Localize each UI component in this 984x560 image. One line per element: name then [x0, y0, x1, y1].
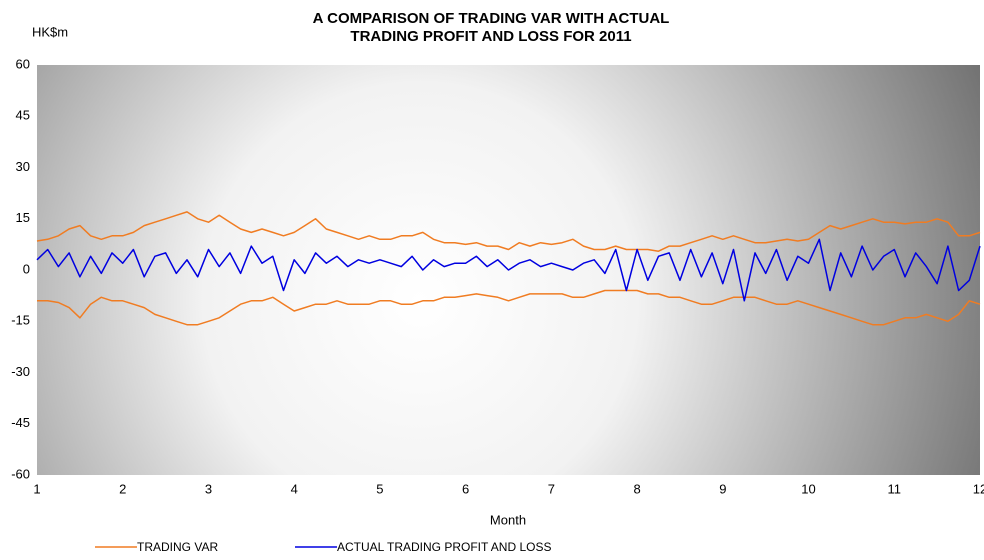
x-tick-label: 4	[291, 481, 298, 496]
y-tick-label: 30	[16, 159, 30, 174]
series-line	[37, 289, 981, 326]
legend-label: TRADING VAR	[137, 540, 218, 554]
x-tick-label: 5	[376, 481, 383, 496]
x-tick-label: 7	[548, 481, 555, 496]
x-tick-label: 2	[119, 481, 126, 496]
y-tick-label: -15	[11, 313, 30, 328]
chart-title: A COMPARISON OF TRADING VAR WITH ACTUAL …	[312, 10, 670, 45]
x-tick-label: 1	[33, 481, 40, 496]
y-tick-label: 45	[16, 108, 30, 123]
y-tick-label: -45	[11, 415, 30, 430]
x-tick-label: 3	[205, 481, 212, 496]
y-tick-label: 0	[23, 261, 30, 276]
x-tick-label: 6	[462, 481, 469, 496]
x-tick-label: 11	[888, 481, 902, 496]
y-axis-label: HK$m	[32, 24, 68, 39]
x-tick-label: 10	[801, 481, 815, 496]
x-tick-label: 12	[973, 481, 984, 496]
legend-label: ACTUAL TRADING PROFIT AND LOSS	[337, 540, 552, 554]
series-line	[36, 238, 981, 302]
y-tick-label: 15	[16, 210, 30, 225]
y-tick-label: -60	[11, 466, 30, 481]
x-tick-label: 8	[633, 481, 640, 496]
x-axis-label: Month	[490, 512, 526, 527]
y-tick-label: -30	[11, 364, 30, 379]
series-line	[36, 211, 981, 252]
x-tick-label: 9	[719, 481, 726, 496]
y-tick-label: 60	[16, 56, 30, 71]
